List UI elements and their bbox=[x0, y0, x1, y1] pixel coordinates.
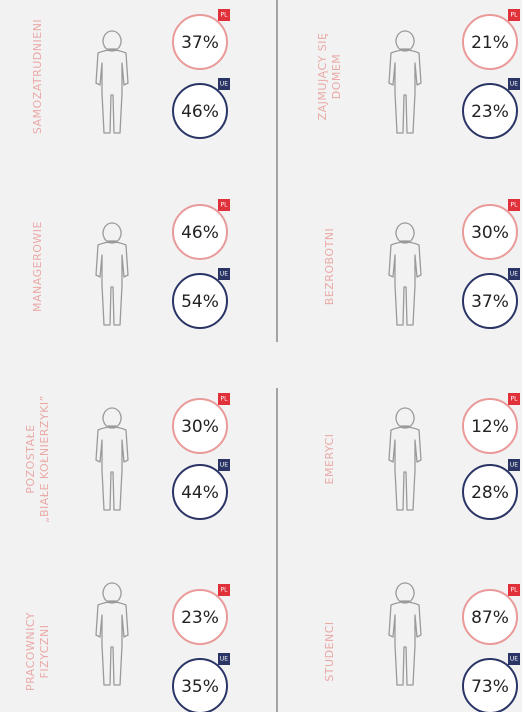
pl-value: 21% bbox=[471, 33, 509, 53]
ue-value: 54% bbox=[181, 292, 219, 312]
pl-badge-label: PL bbox=[221, 202, 229, 209]
group-label: PRACOWNICY bbox=[24, 612, 37, 691]
group-label: BEZROBOTNI bbox=[323, 228, 336, 306]
group-label: STUDENCI bbox=[323, 621, 336, 681]
pl-badge-label: PL bbox=[511, 202, 519, 209]
pl-value: 12% bbox=[471, 417, 509, 437]
pl-badge-label: PL bbox=[221, 587, 229, 594]
pl-badge-label: PL bbox=[511, 587, 519, 594]
background bbox=[0, 0, 522, 712]
ue-badge-label: UE bbox=[510, 656, 518, 663]
ue-value: 35% bbox=[181, 677, 219, 697]
ue-value: 44% bbox=[181, 483, 219, 503]
ue-badge-label: UE bbox=[220, 271, 228, 278]
ue-value: 37% bbox=[471, 292, 509, 312]
pl-badge-label: PL bbox=[511, 396, 519, 403]
group-label: EMERYCI bbox=[323, 434, 336, 485]
group-label: ZAJMUJĄCY SIĘ bbox=[316, 33, 329, 121]
pl-badge-label: PL bbox=[221, 12, 229, 19]
infographic: SAMOZATRUDNIENI 37% PL 46% UE ZAJMUJĄCY SIĘDO… bbox=[0, 0, 522, 712]
group-label: DOMEM bbox=[330, 54, 343, 100]
ue-value: 28% bbox=[471, 483, 509, 503]
group-label: SAMOZATRUDNIENI bbox=[31, 19, 44, 134]
ue-value: 23% bbox=[471, 102, 509, 122]
ue-value: 46% bbox=[181, 102, 219, 122]
ue-badge-label: UE bbox=[510, 462, 518, 469]
pl-value: 23% bbox=[181, 608, 219, 628]
pl-badge-label: PL bbox=[511, 12, 519, 19]
pl-value: 37% bbox=[181, 33, 219, 53]
pl-value: 30% bbox=[471, 223, 509, 243]
pl-value: 30% bbox=[181, 417, 219, 437]
group-label: MANAGEROWIE bbox=[31, 221, 44, 312]
ue-badge-label: UE bbox=[220, 81, 228, 88]
ue-badge-label: UE bbox=[510, 271, 518, 278]
pl-value: 87% bbox=[471, 608, 509, 628]
ue-value: 73% bbox=[471, 677, 509, 697]
ue-badge-label: UE bbox=[220, 656, 228, 663]
ue-badge-label: UE bbox=[510, 81, 518, 88]
pl-value: 46% bbox=[181, 223, 219, 243]
group-label: POZOSTAŁE bbox=[24, 424, 37, 494]
pl-badge-label: PL bbox=[221, 396, 229, 403]
ue-badge-label: UE bbox=[220, 462, 228, 469]
group-label: FIZYCZNI bbox=[38, 625, 51, 679]
group-label: „BIAŁE KOŁNIERZYKI” bbox=[38, 395, 51, 523]
